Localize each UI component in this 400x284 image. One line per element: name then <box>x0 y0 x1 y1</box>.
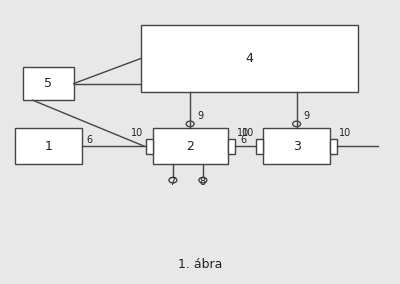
Text: 10: 10 <box>237 128 249 138</box>
Bar <box>15 128 82 164</box>
Text: 10: 10 <box>339 128 352 138</box>
Text: 6: 6 <box>240 135 246 145</box>
Bar <box>228 139 235 154</box>
Text: 5: 5 <box>44 77 52 90</box>
Text: 6: 6 <box>86 135 92 145</box>
Text: 10: 10 <box>242 128 254 138</box>
Bar <box>263 128 330 164</box>
Text: 2: 2 <box>186 140 194 153</box>
Bar <box>146 139 153 154</box>
Text: 10: 10 <box>131 128 144 138</box>
Text: 1: 1 <box>44 140 52 153</box>
Text: 9: 9 <box>197 111 203 121</box>
Text: 3: 3 <box>293 140 300 153</box>
Text: 1. ábra: 1. ábra <box>178 258 222 271</box>
Bar <box>330 139 337 154</box>
Bar <box>153 128 228 164</box>
Bar <box>22 67 74 100</box>
Bar <box>256 139 263 154</box>
Text: 7: 7 <box>169 177 175 187</box>
Text: 4: 4 <box>245 52 253 65</box>
Bar <box>141 25 358 92</box>
Text: 8: 8 <box>199 177 205 187</box>
Text: 9: 9 <box>304 111 310 121</box>
